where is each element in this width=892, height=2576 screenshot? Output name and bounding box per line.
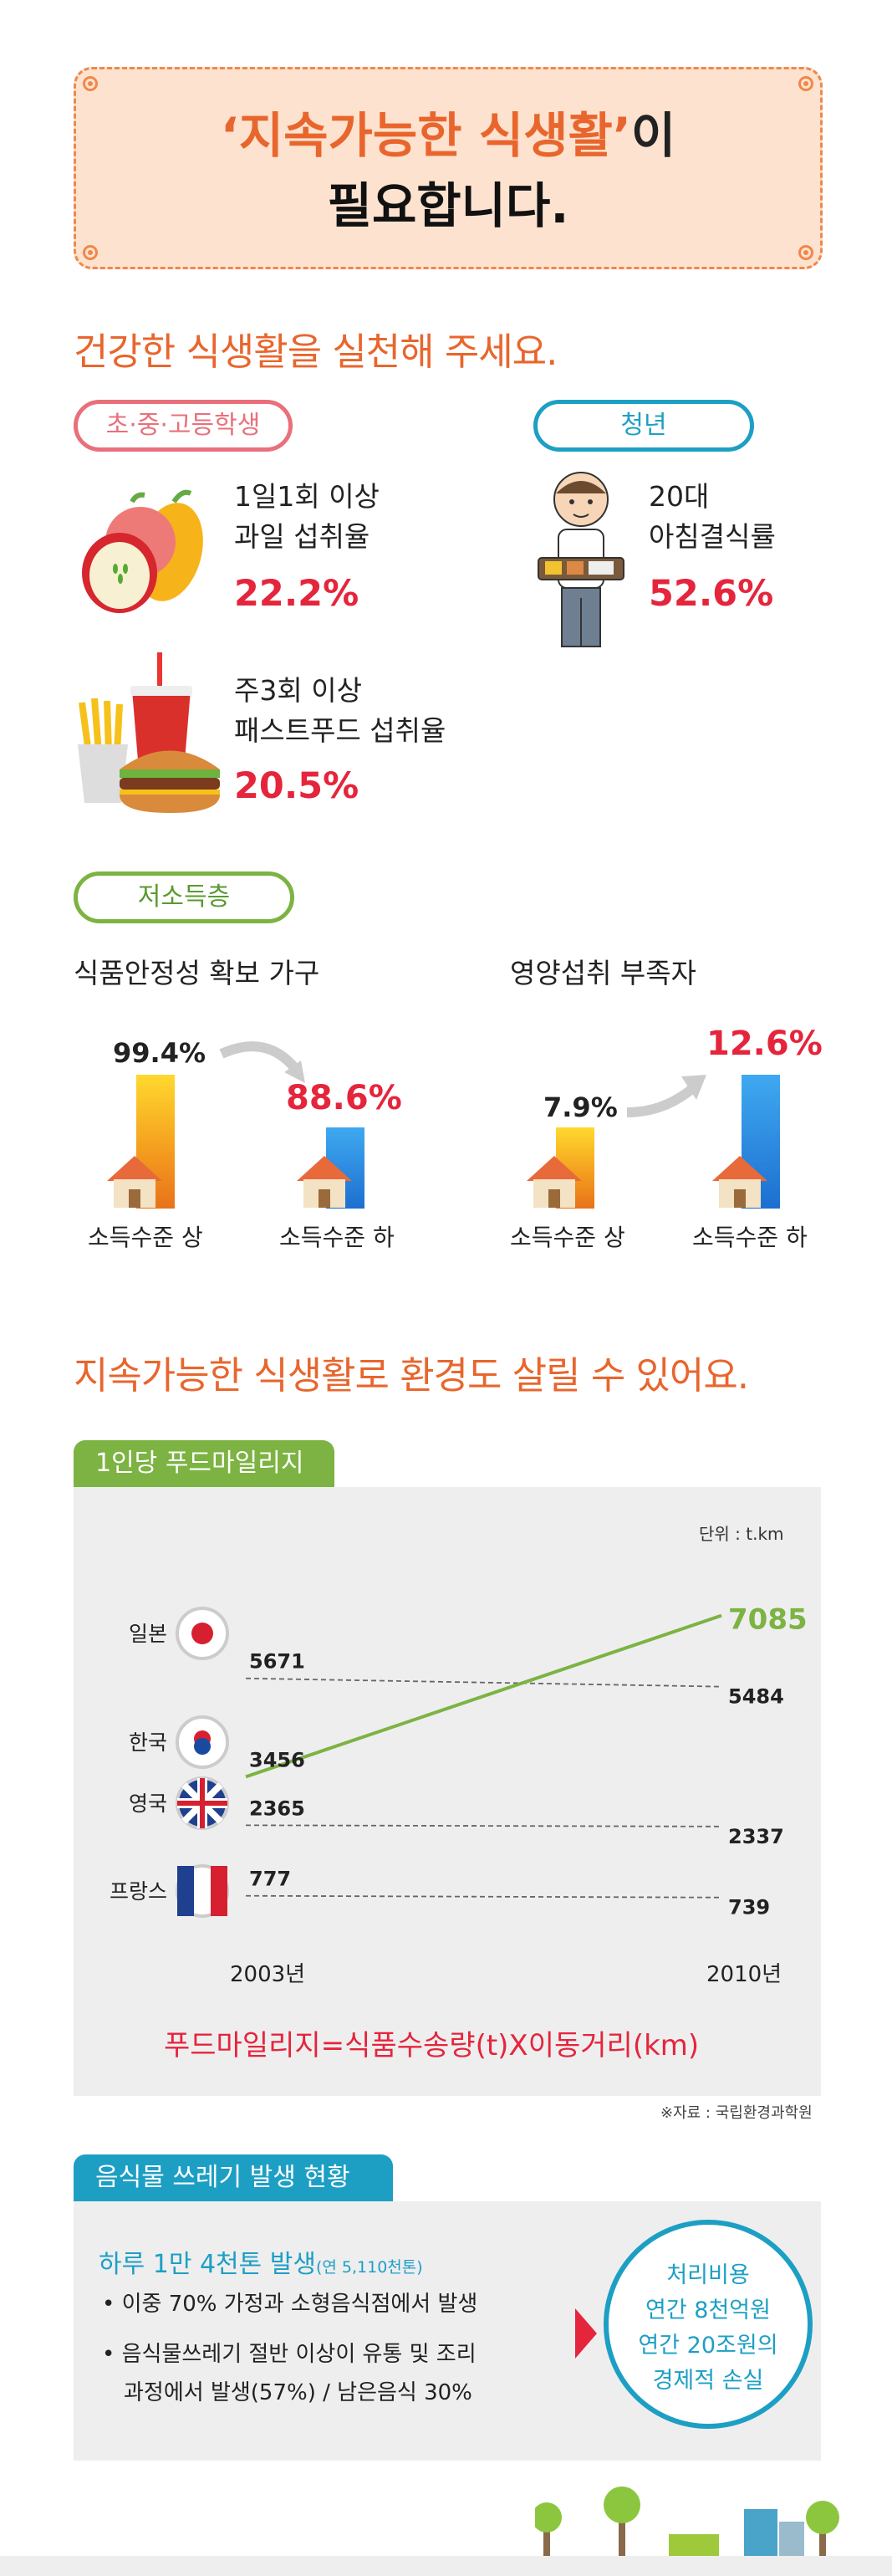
value-label-end-2: 2337 bbox=[728, 1825, 784, 1848]
waste-headline: 하루 1만 4천톤 발생(연 5,110천톤) bbox=[99, 2243, 423, 2280]
value-label-start-1: 3456 bbox=[249, 1748, 305, 1771]
circle-line1: 처리비용 bbox=[666, 2262, 750, 2288]
pill-youth: 청년 bbox=[533, 400, 754, 452]
country-label-1: 한국 bbox=[129, 1730, 167, 1755]
house-icon bbox=[297, 1156, 352, 1208]
series-line-3 bbox=[245, 1894, 722, 1899]
x-label-start: 2003년 bbox=[230, 1962, 306, 1987]
corner-dot-icon bbox=[83, 76, 98, 91]
title-highlight: ‘지속가능한 식생활’ bbox=[220, 107, 631, 164]
pill-lowincome: 저소득층 bbox=[74, 871, 294, 923]
fruit-icon bbox=[82, 489, 203, 613]
flag-icon-3 bbox=[176, 1864, 229, 1918]
fruit-value: 22.2% bbox=[234, 573, 359, 615]
value-label-start-0: 5671 bbox=[249, 1650, 305, 1674]
fastfood-value: 20.5% bbox=[234, 765, 359, 807]
pill-students: 초·중·고등학생 bbox=[74, 400, 293, 452]
cost-circle: 처리비용 연간 8천억원 연간 20조원의 경제적 손실 bbox=[604, 2220, 813, 2429]
tab-food-waste: 음식물 쓰레기 발생 현황 bbox=[74, 2154, 393, 2201]
nutrition-high-value: 7.9% bbox=[543, 1091, 618, 1123]
house-icon bbox=[527, 1156, 582, 1208]
young-man-icon bbox=[538, 472, 624, 647]
series-line-1 bbox=[245, 1613, 722, 1779]
food-security-title: 식품안정성 확보 가구 bbox=[74, 957, 320, 989]
nutrition-title: 영양섭취 부족자 bbox=[510, 957, 697, 989]
fastfood-line2: 패스트푸드 섭취율 bbox=[234, 714, 446, 747]
circle-line2: 연간 8천억원 bbox=[645, 2297, 771, 2323]
flag-icon-1 bbox=[176, 1715, 229, 1769]
food-security-low-value: 88.6% bbox=[286, 1079, 402, 1117]
youth-line2: 아침결식률 bbox=[649, 520, 776, 553]
tab-food-mileage: 1인당 푸드마일리지 bbox=[74, 1440, 334, 1487]
food-security-high-label: 소득수준 상 bbox=[88, 1224, 203, 1251]
youth-line1: 20대 bbox=[649, 480, 710, 513]
arrow-icon bbox=[219, 1041, 305, 1083]
nutrition-high-label: 소득수준 상 bbox=[510, 1224, 625, 1251]
country-label-3: 프랑스 bbox=[110, 1879, 167, 1904]
value-label-start-3: 777 bbox=[249, 1868, 291, 1891]
youth-value: 52.6% bbox=[649, 573, 774, 615]
flag-icon-0 bbox=[176, 1607, 229, 1660]
circle-line4: 경제적 손실 bbox=[652, 2368, 764, 2394]
section-heading-environment: 지속가능한 식생활로 환경도 살릴 수 있어요. bbox=[74, 1353, 749, 1398]
eco-town-icon bbox=[535, 2487, 839, 2568]
series-line-0 bbox=[245, 1677, 722, 1688]
flag-icon-2 bbox=[176, 1776, 229, 1830]
title-suffix: 이 bbox=[630, 107, 676, 164]
nutrition-low-value: 12.6% bbox=[706, 1025, 823, 1063]
fruit-line2: 과일 섭취율 bbox=[234, 520, 370, 553]
corner-dot-icon bbox=[83, 245, 98, 260]
value-label-end-3: 739 bbox=[728, 1896, 770, 1919]
page-title: ‘지속가능한 식생활’이 bbox=[76, 106, 820, 165]
source-note: ※자료 : 국립환경과학원 bbox=[660, 2104, 813, 2122]
page-title-line2: 필요합니다. bbox=[327, 177, 569, 234]
fastfood-line1: 주3회 이상 bbox=[234, 674, 362, 707]
chart-unit: 단위 : t.km bbox=[699, 1524, 784, 1544]
value-label-end-1: 7085 bbox=[728, 1603, 808, 1637]
waste-bullet-2a: • 음식물쓰레기 절반 이상이 유통 및 조리 bbox=[102, 2342, 477, 2367]
food-security-low-label: 소득수준 하 bbox=[279, 1224, 395, 1251]
country-label-0: 일본 bbox=[129, 1622, 167, 1646]
waste-bullet-1: • 이중 70% 가정과 소형음식점에서 발생 bbox=[102, 2292, 478, 2317]
food-security-high-value: 99.4% bbox=[113, 1037, 206, 1069]
value-label-start-2: 2365 bbox=[249, 1797, 305, 1820]
value-label-end-0: 5484 bbox=[728, 1685, 784, 1709]
circle-line3: 연간 20조원의 bbox=[638, 2333, 778, 2359]
corner-dot-icon bbox=[798, 76, 813, 91]
series-line-2 bbox=[245, 1824, 722, 1827]
fruit-line1: 1일1회 이상 bbox=[234, 480, 380, 513]
title-banner: ‘지속가능한 식생활’이 필요합니다. bbox=[74, 67, 823, 269]
nutrition-low-label: 소득수준 하 bbox=[692, 1224, 808, 1251]
house-icon bbox=[712, 1156, 767, 1208]
fastfood-icon bbox=[78, 652, 220, 813]
formula-text: 푸드마일리지=식품수송량(t)X이동거리(km) bbox=[164, 2029, 700, 2062]
house-icon bbox=[107, 1156, 162, 1208]
waste-headline-main: 하루 1만 4천톤 발생 bbox=[99, 2250, 316, 2279]
waste-bullet-2b: 과정에서 발생(57%) / 남은음식 30% bbox=[124, 2380, 472, 2405]
x-label-end: 2010년 bbox=[706, 1962, 782, 1987]
arrow-icon bbox=[626, 1075, 706, 1117]
waste-headline-note: (연 5,110천톤) bbox=[315, 2258, 423, 2277]
triangle-pointer-icon bbox=[575, 2308, 597, 2359]
corner-dot-icon bbox=[798, 245, 813, 260]
food-mileage-chart: 5671 5484 일본 3456 7085 한국 2365 2337 영국 777 739 프랑스 bbox=[110, 1603, 808, 1919]
section-heading-health: 건강한 식생활을 실천해 주세요. bbox=[74, 330, 558, 374]
footer-strip bbox=[0, 2556, 892, 2576]
country-label-2: 영국 bbox=[129, 1791, 167, 1816]
